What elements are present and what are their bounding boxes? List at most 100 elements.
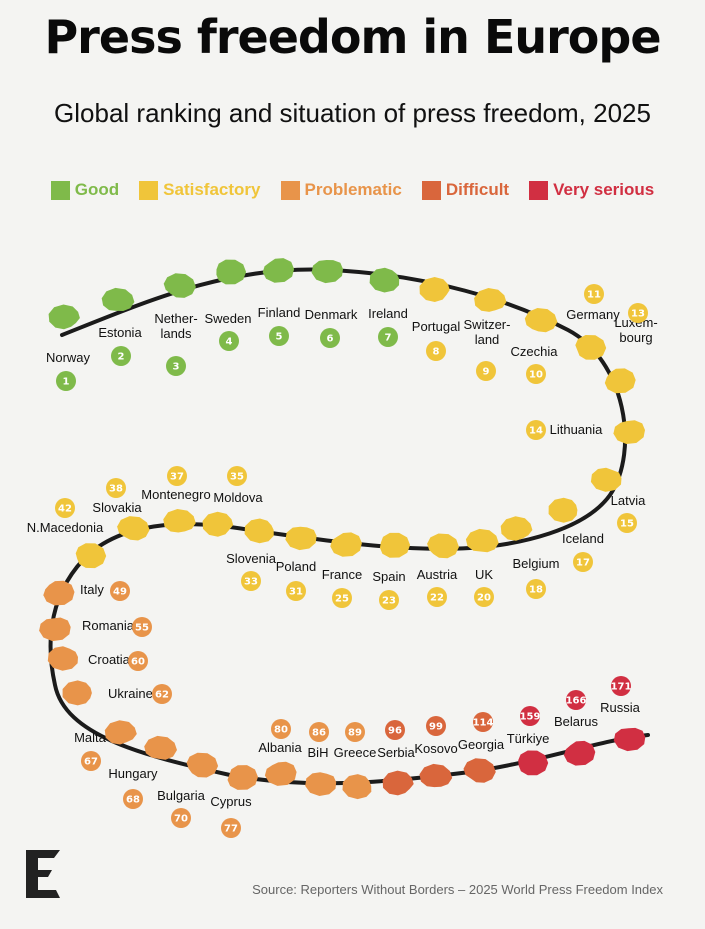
country-shape bbox=[518, 750, 549, 776]
country-shape bbox=[419, 277, 450, 302]
country-shape bbox=[427, 533, 459, 559]
legend-label-problematic: Problematic bbox=[304, 180, 402, 199]
country-label: Belarus bbox=[554, 714, 599, 729]
rank-badge bbox=[526, 420, 546, 440]
country-shape bbox=[419, 763, 453, 788]
legend-swatch-very-serious bbox=[529, 180, 549, 200]
country-belgium: Belgium 18 bbox=[500, 516, 559, 599]
country-slovakia: Slovakia 38 bbox=[92, 478, 150, 541]
rank-value: 89 bbox=[348, 728, 362, 739]
country-label: Hungary bbox=[108, 766, 158, 781]
legend-item-good: Good bbox=[50, 180, 119, 200]
rank-badge bbox=[628, 303, 648, 323]
country-montenegro: Montenegro 37 bbox=[141, 466, 211, 533]
country-serbia: Serbia 96 bbox=[377, 720, 416, 796]
country-shape bbox=[39, 617, 71, 642]
country-label: Lithuania bbox=[550, 422, 604, 437]
country-t-rkiye: Türkiye 159 bbox=[507, 706, 549, 776]
country-shape bbox=[285, 526, 317, 551]
rank-value: 60 bbox=[131, 657, 145, 668]
rank-value: 15 bbox=[620, 519, 634, 530]
rank-value: 31 bbox=[289, 587, 303, 598]
country-label: Austria bbox=[417, 567, 458, 582]
country-shape bbox=[500, 516, 533, 541]
rank-badge bbox=[286, 581, 306, 601]
rank-badge bbox=[271, 719, 291, 739]
legend-item-difficult: Difficult bbox=[421, 180, 509, 200]
rank-value: 10 bbox=[529, 370, 543, 381]
rank-value: 49 bbox=[113, 587, 127, 598]
country-label: Latvia bbox=[611, 493, 646, 508]
country-slovenia: Slovenia 33 bbox=[226, 518, 277, 591]
legend-swatch-satisfactory bbox=[139, 180, 159, 200]
country-shape bbox=[48, 304, 80, 330]
country-romania: Romania 55 bbox=[39, 617, 152, 642]
chart-subtitle: Global ranking and situation of press fr… bbox=[54, 98, 651, 128]
rank-badge bbox=[611, 676, 631, 696]
country-shape bbox=[202, 511, 234, 537]
rank-value: 1 bbox=[63, 377, 70, 388]
country-shape bbox=[465, 528, 499, 553]
rank-badge bbox=[526, 364, 546, 384]
rank-badge bbox=[474, 587, 494, 607]
country-label: Slovakia bbox=[92, 500, 142, 515]
country-shape bbox=[216, 259, 247, 285]
country-label: Russia bbox=[600, 700, 641, 715]
rank-value: 13 bbox=[631, 309, 645, 320]
country-malta: Malta 67 bbox=[74, 720, 137, 771]
country-shape bbox=[101, 287, 135, 311]
legend-label-very-serious: Very serious bbox=[553, 180, 655, 199]
rank-value: 33 bbox=[244, 577, 258, 588]
rank-value: 4 bbox=[226, 337, 233, 348]
rank-value: 35 bbox=[230, 472, 244, 483]
legend: Good Satisfactory Problematic Difficult … bbox=[0, 180, 705, 200]
country-austria: Austria 22 bbox=[417, 533, 459, 607]
country-label: Ireland bbox=[368, 306, 408, 321]
rank-badge bbox=[617, 513, 637, 533]
country-label: Germany bbox=[566, 307, 620, 322]
rank-value: 70 bbox=[174, 814, 188, 825]
rank-badge bbox=[227, 466, 247, 486]
country-shape bbox=[563, 740, 596, 766]
chart-title: Press freedom in Europe bbox=[44, 10, 661, 64]
rank-value: 20 bbox=[477, 593, 491, 604]
country-shape bbox=[613, 727, 646, 752]
country-shape bbox=[47, 646, 78, 671]
country-label: Ukraine bbox=[108, 686, 153, 701]
country-label: Georgia bbox=[458, 737, 505, 752]
country-label: Sweden bbox=[205, 311, 252, 326]
country-label: Norway bbox=[46, 350, 91, 365]
publisher-logo bbox=[26, 850, 60, 898]
country-label: Czechia bbox=[511, 344, 559, 359]
country-italy: Italy 49 bbox=[43, 580, 130, 606]
country-shape bbox=[163, 273, 196, 298]
rank-badge bbox=[309, 722, 329, 742]
rank-value: 14 bbox=[529, 426, 543, 437]
rank-badge bbox=[476, 361, 496, 381]
country-label: Poland bbox=[276, 559, 316, 574]
legend-item-satisfactory: Satisfactory bbox=[139, 180, 261, 200]
rank-value: 55 bbox=[135, 623, 149, 634]
country-bulgaria: Bulgaria 70 bbox=[157, 752, 219, 828]
rank-badge bbox=[426, 341, 446, 361]
country-lithuania: Lithuania 14 bbox=[526, 420, 645, 444]
country-shape bbox=[262, 258, 295, 283]
rank-badge bbox=[166, 356, 186, 376]
country-shape bbox=[382, 770, 414, 796]
country-croatia: Croatia 60 bbox=[47, 646, 148, 671]
rank-value: 6 bbox=[327, 334, 334, 345]
rank-value: 11 bbox=[587, 290, 601, 301]
country-label: Bulgaria bbox=[157, 788, 205, 803]
rank-value: 62 bbox=[155, 690, 169, 701]
country-hungary: Hungary 68 bbox=[108, 735, 177, 809]
country-label: Slovenia bbox=[226, 551, 277, 566]
country-label: Malta bbox=[74, 730, 107, 745]
country-latvia: Latvia 15 bbox=[590, 467, 646, 533]
rank-value: 166 bbox=[566, 696, 587, 707]
rank-value: 23 bbox=[382, 596, 396, 607]
country-sweden: Sweden 4 bbox=[205, 259, 252, 351]
country-shape bbox=[227, 765, 258, 790]
rank-badge bbox=[320, 328, 340, 348]
country-label: N.Macedonia bbox=[27, 520, 104, 535]
